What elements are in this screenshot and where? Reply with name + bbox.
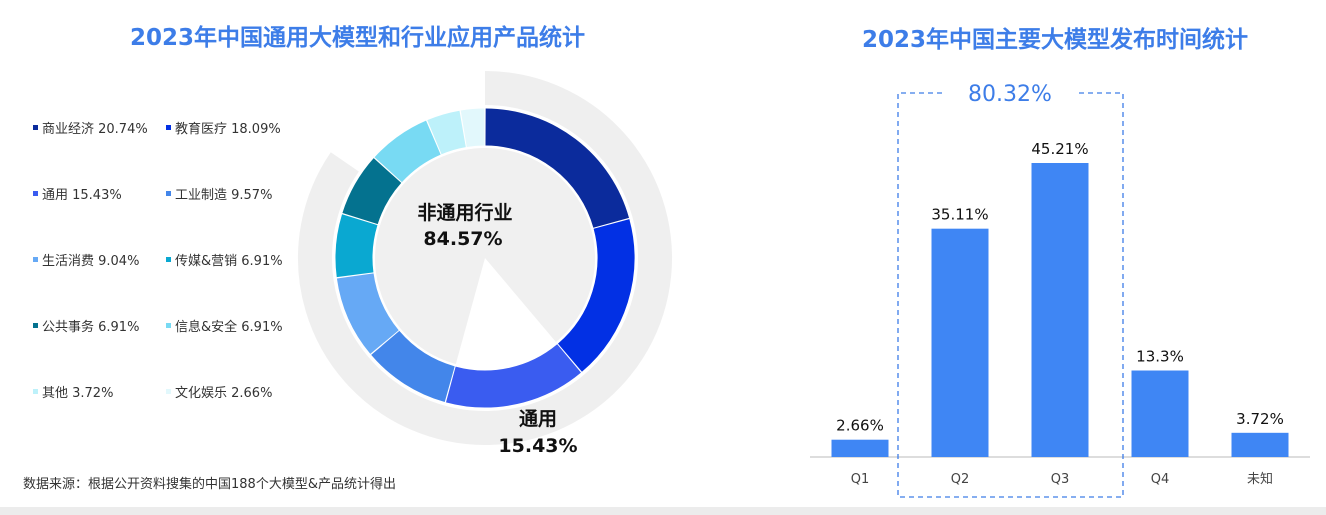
center-label-name: 非通用行业 [417, 201, 512, 224]
legend-swatch [33, 125, 38, 130]
bar-3 [1131, 370, 1189, 457]
legend-label: 传媒&营销 6.91% [175, 254, 283, 269]
bottom-bar [0, 507, 1326, 515]
callout-label-value: 15.43% [498, 435, 577, 457]
legend-label: 商业经济 20.74% [42, 122, 148, 137]
bar-0 [831, 439, 889, 457]
bar-category-label-0: Q1 [851, 472, 870, 487]
legend-item: 传媒&营销 6.91% [166, 250, 283, 269]
donut-segment-0 [484, 108, 630, 229]
highlight-box [897, 92, 1124, 498]
legend-item: 公共事务 6.91% [33, 316, 139, 335]
legend-label: 通用 15.43% [42, 188, 122, 203]
legend-swatch [166, 257, 171, 262]
general-wedge-highlight [454, 258, 559, 373]
legend-item: 生活消费 9.04% [33, 250, 139, 269]
bar-value-label-4: 3.72% [1236, 410, 1284, 428]
legend-item: 通用 15.43% [33, 184, 122, 203]
bar-chart-title: 2023年中国主要大模型发布时间统计 [862, 27, 1249, 53]
legend-swatch [33, 191, 38, 196]
legend-item: 教育医疗 18.09% [166, 118, 281, 137]
highlight-total-label: 80.32% [968, 82, 1052, 107]
callout-label-name: 通用 [519, 408, 557, 430]
bar-category-label-3: Q4 [1151, 472, 1170, 487]
legend-swatch [166, 323, 171, 328]
donut-segment-2 [446, 343, 581, 408]
donut-segment-8 [427, 110, 467, 155]
legend-label: 其他 3.72% [42, 386, 114, 401]
legend-label: 工业制造 9.57% [175, 188, 273, 203]
legend-item: 工业制造 9.57% [166, 184, 272, 203]
bar-value-label-1: 35.11% [931, 206, 988, 224]
bar-category-label-4: 未知 [1247, 471, 1273, 487]
donut-segment-3 [371, 330, 456, 402]
legend-swatch [33, 257, 38, 262]
legend-swatch [166, 389, 171, 394]
legend-swatch [166, 125, 171, 130]
legend-label: 公共事务 6.91% [42, 320, 140, 335]
bar-4 [1231, 432, 1289, 457]
source-note: 数据来源：根据公开资料搜集的中国188个大模型&产品统计得出 [23, 477, 396, 492]
bar-category-label-1: Q2 [951, 472, 970, 487]
donut-segment-9 [460, 108, 485, 148]
donut-segment-5 [335, 214, 378, 278]
legend-item: 商业经济 20.74% [33, 118, 148, 137]
legend-label: 教育医疗 18.09% [175, 122, 281, 137]
legend-item: 文化娱乐 2.66% [166, 382, 272, 401]
legend-swatch [166, 191, 171, 196]
bar-2 [1031, 163, 1089, 457]
donut-chart-title: 2023年中国通用大模型和行业应用产品统计 [130, 25, 586, 51]
donut-segment-7 [374, 120, 442, 183]
center-label-value: 84.57% [423, 228, 502, 250]
donut-segment-4 [336, 272, 400, 354]
legend-swatch [33, 323, 38, 328]
bar-category-label-2: Q3 [1051, 472, 1070, 487]
bar-value-label-3: 13.3% [1136, 348, 1184, 366]
legend-swatch [33, 389, 38, 394]
legend-item: 信息&安全 6.91% [166, 316, 283, 335]
bar-value-label-2: 45.21% [1031, 140, 1088, 158]
bar-1 [931, 228, 989, 457]
donut-segment-1 [557, 219, 635, 372]
legend-label: 生活消费 9.04% [42, 254, 140, 269]
legend-item: 其他 3.72% [33, 382, 113, 401]
bar-value-label-0: 2.66% [836, 417, 884, 435]
legend-label: 信息&安全 6.91% [175, 320, 283, 335]
donut-segment-6 [342, 158, 402, 225]
legend-label: 文化娱乐 2.66% [175, 386, 273, 401]
outer-ring-non-general [298, 71, 672, 445]
